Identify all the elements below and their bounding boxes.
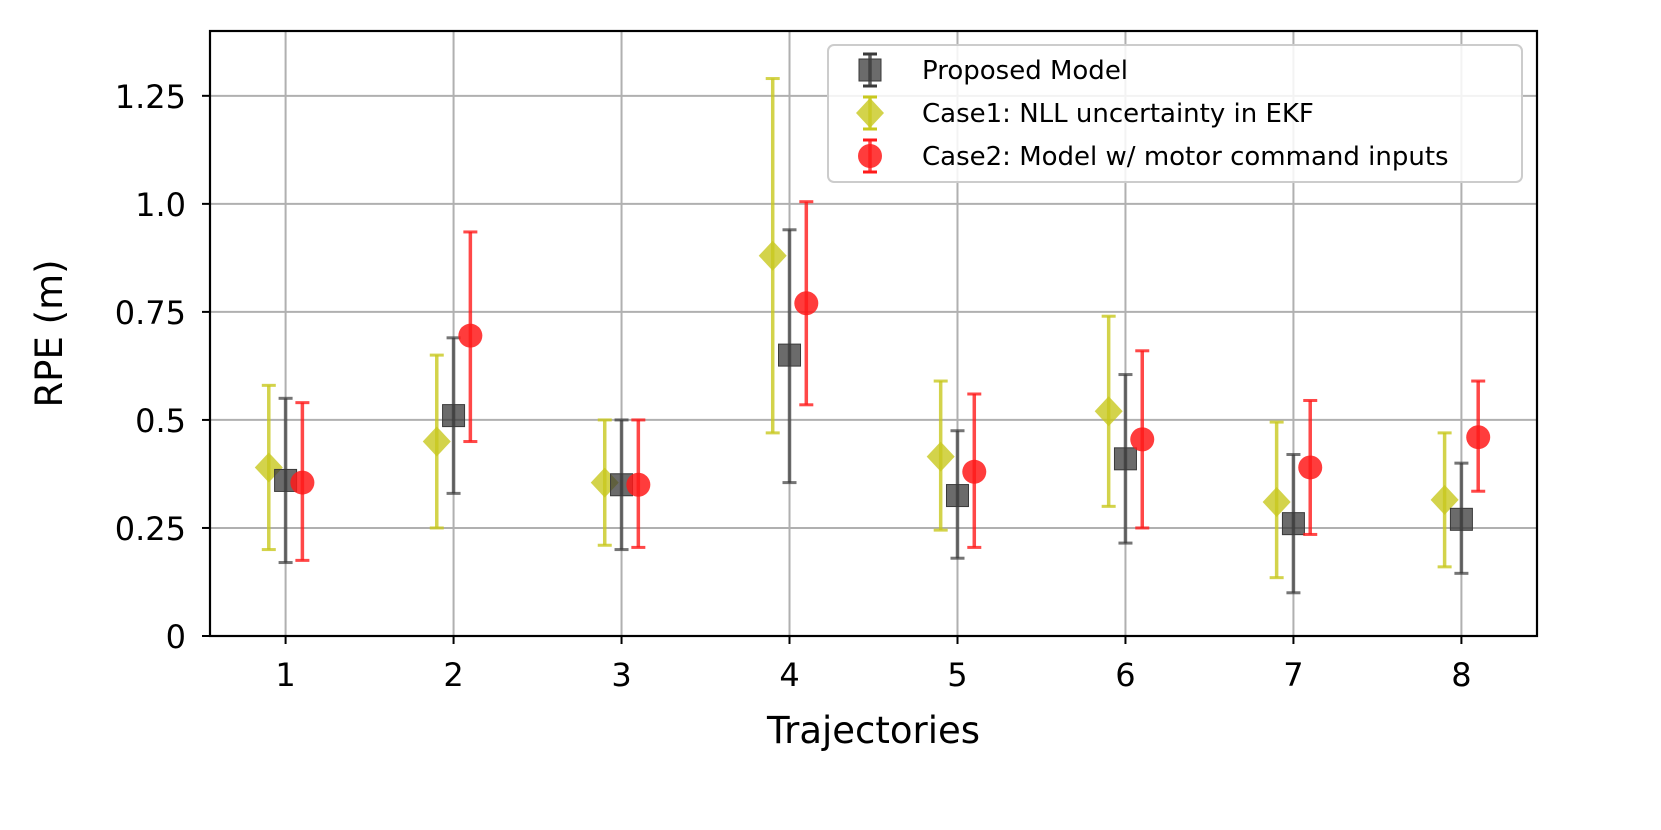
legend-label: Case1: NLL uncertainty in EKF [922, 99, 1314, 129]
legend-label: Case2: Model w/ motor command inputs [922, 142, 1449, 172]
data-point [1130, 427, 1155, 452]
data-point [1094, 396, 1123, 427]
plot-frame [208, 29, 1539, 638]
y-tick-label: 0.75 [115, 294, 186, 332]
data-point [794, 291, 819, 316]
data-point [778, 343, 802, 367]
legend: Proposed Model Case1: NLL uncertainty in … [827, 44, 1523, 183]
y-tick-label: 1.25 [115, 78, 186, 116]
data-point [458, 323, 483, 348]
x-tick-label: 5 [947, 656, 967, 694]
x-tick-label: 3 [611, 656, 631, 694]
data-point [945, 484, 969, 508]
data-point [1430, 484, 1459, 515]
legend-box [827, 44, 1523, 183]
series-2 [290, 200, 1491, 562]
data-point [962, 459, 987, 484]
y-tick-label: 0 [166, 618, 186, 656]
data-point [758, 240, 787, 271]
y-tick-label: 0.5 [135, 402, 186, 440]
legend-marker [858, 58, 882, 82]
legend-entries: Proposed Model Case1: NLL uncertainty in … [856, 52, 1449, 174]
data-point [1262, 487, 1291, 518]
x-tick-label: 4 [779, 656, 799, 694]
data-point [1298, 455, 1323, 480]
data-point [1113, 447, 1137, 471]
data-point [1281, 512, 1305, 536]
x-tick-label: 2 [443, 656, 463, 694]
data-point [626, 472, 651, 497]
x-tick-label: 8 [1451, 656, 1471, 694]
data-marks [254, 77, 1491, 595]
legend-entry: Case2: Model w/ motor command inputs [858, 138, 1449, 174]
y-tick-label: 1.0 [135, 186, 186, 224]
data-point [926, 441, 955, 472]
y-axis-ticks: 0 0.25 0.5 0.75 1.0 1.25 [115, 78, 210, 656]
legend-entry: Proposed Model [858, 52, 1128, 88]
x-axis-ticks: 1 2 3 4 5 6 7 8 [275, 636, 1472, 694]
x-tick-label: 6 [1115, 656, 1135, 694]
legend-label: Proposed Model [922, 56, 1128, 86]
legend-marker [858, 144, 882, 168]
legend-marker [856, 98, 884, 128]
x-tick-label: 7 [1283, 656, 1303, 694]
y-axis-label: RPE (m) [28, 259, 71, 407]
data-point [1466, 425, 1491, 450]
data-point [1449, 507, 1473, 531]
x-axis-label: Trajectories [766, 709, 980, 752]
x-tick-label: 1 [275, 656, 295, 694]
data-point [290, 470, 315, 495]
legend-entry: Case1: NLL uncertainty in EKF [856, 95, 1314, 131]
data-point [422, 426, 451, 457]
y-tick-label: 0.25 [115, 510, 186, 548]
data-point [442, 404, 466, 428]
